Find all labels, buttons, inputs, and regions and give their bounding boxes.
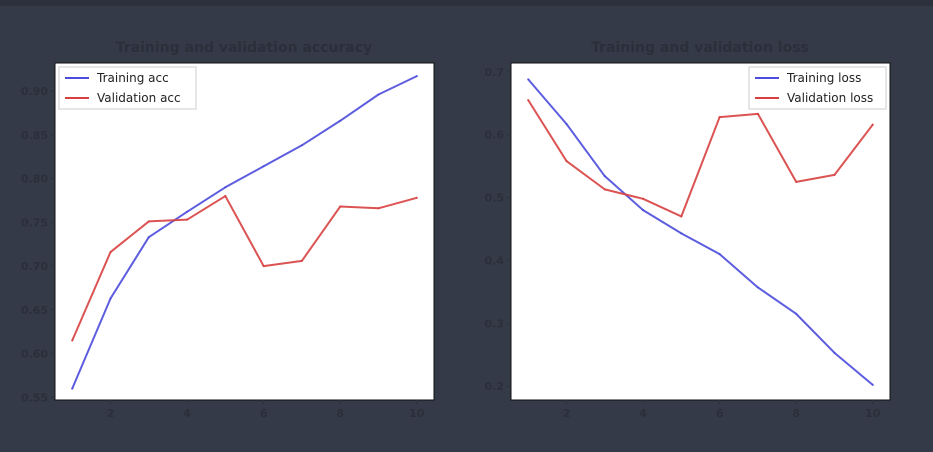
loss-x-axis: 2 4 6 8 10 xyxy=(563,400,881,420)
data-point-training-loss xyxy=(756,286,759,289)
data-point-training-acc xyxy=(186,210,189,213)
accuracy-x-tick-label: 10 xyxy=(409,407,425,420)
series-line-training-loss xyxy=(527,78,874,386)
data-point-validation-acc xyxy=(71,339,74,342)
legend-label-validation-loss: Validation loss xyxy=(787,91,873,105)
data-point-training-loss xyxy=(718,253,721,256)
data-point-validation-loss xyxy=(718,116,721,119)
data-point-validation-loss xyxy=(565,160,568,163)
data-point-validation-acc xyxy=(147,220,150,223)
legend-label-training-acc: Training acc xyxy=(96,71,169,85)
series-line-validation-acc xyxy=(71,195,418,341)
loss-x-tick-label: 2 xyxy=(563,407,571,420)
accuracy-y-tick-label: 0.65 xyxy=(21,304,48,317)
data-point-validation-loss xyxy=(833,173,836,176)
data-point-training-loss xyxy=(871,383,874,386)
data-point-training-acc xyxy=(224,186,227,189)
accuracy-x-tick-label: 8 xyxy=(336,407,344,420)
accuracy-y-axis: 0.55 0.60 0.65 0.70 0.75 0.80 0.85 0.90 xyxy=(21,85,55,404)
data-point-validation-loss xyxy=(756,112,759,115)
loss-y-tick-label: 0.4 xyxy=(485,254,505,267)
loss-x-tick-label: 6 xyxy=(716,407,724,420)
data-point-training-loss xyxy=(565,122,568,125)
loss-chart: Training and validation loss 0.20.30.40.… xyxy=(485,40,891,420)
data-point-validation-loss xyxy=(680,215,683,218)
loss-y-tick-label: 0.3 xyxy=(485,317,505,330)
accuracy-x-tick-label: 6 xyxy=(260,407,268,420)
legend-label-training-loss: Training loss xyxy=(786,71,861,85)
data-point-validation-loss xyxy=(795,180,798,183)
data-point-validation-acc xyxy=(377,207,380,210)
loss-series xyxy=(527,78,874,386)
data-point-training-loss xyxy=(603,175,606,178)
data-point-validation-acc xyxy=(339,205,342,208)
data-point-training-acc xyxy=(71,387,74,390)
loss-legend: Training loss Validation loss xyxy=(748,66,887,110)
data-point-training-acc xyxy=(339,119,342,122)
data-point-training-loss xyxy=(642,209,645,212)
accuracy-y-tick-label: 0.85 xyxy=(21,129,48,142)
loss-plot-area xyxy=(510,62,891,401)
data-point-validation-acc xyxy=(415,196,418,199)
loss-chart-title: Training and validation loss xyxy=(591,40,809,56)
accuracy-x-tick-label: 4 xyxy=(183,407,191,420)
data-point-training-acc xyxy=(262,165,265,168)
data-point-validation-acc xyxy=(300,259,303,262)
data-point-validation-acc xyxy=(109,251,112,254)
accuracy-x-axis: 2 4 6 8 10 xyxy=(107,400,425,420)
data-point-training-acc xyxy=(109,297,112,300)
accuracy-y-tick-label: 0.80 xyxy=(21,173,48,186)
accuracy-legend: Training acc Validation acc xyxy=(58,66,197,110)
accuracy-y-tick-label: 0.75 xyxy=(21,216,48,229)
accuracy-y-tick-label: 0.70 xyxy=(21,260,48,273)
data-point-training-acc xyxy=(300,144,303,147)
loss-x-tick-label: 10 xyxy=(865,407,881,420)
accuracy-y-tick-label: 0.60 xyxy=(21,348,48,361)
data-point-validation-loss xyxy=(871,123,874,126)
data-point-validation-loss xyxy=(527,99,530,102)
data-point-validation-loss xyxy=(642,197,645,200)
data-point-training-loss xyxy=(680,232,683,235)
data-point-training-loss xyxy=(833,351,836,354)
accuracy-series xyxy=(71,75,418,390)
data-point-validation-acc xyxy=(186,218,189,221)
accuracy-chart-title: Training and validation accuracy xyxy=(116,40,372,56)
series-line-training-acc xyxy=(71,75,418,390)
loss-y-tick-label: 0.6 xyxy=(485,129,505,142)
window-top-bar xyxy=(0,0,933,6)
accuracy-chart: Training and validation accuracy 0.55 0.6… xyxy=(21,40,435,420)
loss-legend-box xyxy=(748,66,887,110)
loss-y-tick-label: 0.2 xyxy=(485,380,505,393)
data-point-training-loss xyxy=(795,312,798,315)
accuracy-x-tick-label: 2 xyxy=(107,407,115,420)
loss-x-tick-label: 4 xyxy=(639,407,647,420)
loss-y-axis: 0.2 0.3 0.4 0.5 0.6 0.7 xyxy=(485,66,511,393)
data-point-training-acc xyxy=(377,93,380,96)
series-line-validation-loss xyxy=(527,99,874,218)
loss-y-tick-label: 0.7 xyxy=(485,66,505,79)
data-point-training-acc xyxy=(415,75,418,78)
data-point-training-acc xyxy=(147,236,150,239)
accuracy-y-tick-label: 0.90 xyxy=(21,85,48,98)
legend-label-validation-acc: Validation acc xyxy=(97,91,181,105)
data-point-validation-loss xyxy=(603,188,606,191)
loss-y-tick-label: 0.5 xyxy=(485,192,505,205)
data-point-validation-acc xyxy=(224,195,227,198)
loss-x-tick-label: 8 xyxy=(792,407,800,420)
data-point-validation-acc xyxy=(262,265,265,268)
data-point-training-loss xyxy=(527,78,530,81)
accuracy-legend-box xyxy=(58,66,197,110)
accuracy-y-tick-label: 0.55 xyxy=(21,391,48,404)
